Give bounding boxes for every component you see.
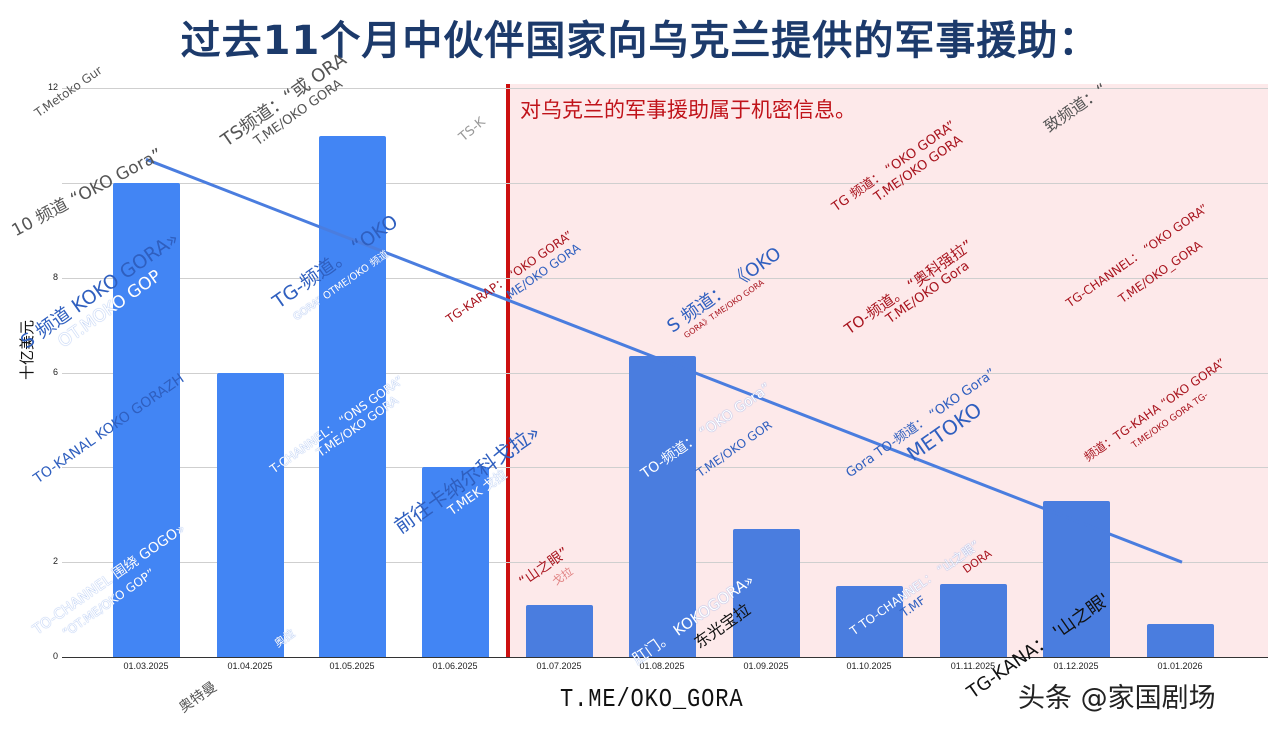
x-tick-label: 01.11.2025 (950, 661, 996, 671)
y-tick-label: 0 (52, 651, 58, 661)
bar (422, 467, 489, 657)
x-tick-label: 01.03.2025 (123, 661, 169, 671)
x-tick-label: 01.07.2025 (536, 661, 582, 671)
x-tick-label: 01.06.2025 (432, 661, 478, 671)
x-tick-label: 01.01.2026 (1157, 661, 1203, 671)
x-tick-label: 01.05.2025 (329, 661, 375, 671)
x-axis-line (62, 657, 1268, 658)
bar (836, 585, 903, 657)
x-tick-label: 01.08.2025 (639, 661, 685, 671)
x-tick-label: 01.12.2025 (1053, 661, 1099, 671)
bar (526, 604, 593, 657)
x-tick-label: 01.10.2025 (846, 661, 892, 671)
x-tick-label: 01.04.2025 (227, 661, 273, 671)
bar (629, 356, 696, 657)
credit-watermark: 头条 @家国剧场 (1018, 683, 1216, 714)
gridline (62, 183, 1268, 184)
bar (733, 529, 800, 657)
y-tick-label: 2 (52, 556, 58, 567)
y-tick-label: 8 (52, 271, 58, 282)
y-tick-label: 12 (47, 82, 58, 93)
bar (1147, 623, 1214, 657)
y-tick-label: 6 (52, 366, 58, 377)
bar (940, 583, 1007, 657)
bar (319, 135, 386, 657)
classified-note: 对乌克兰的军事援助属于机密信息。 (520, 98, 856, 122)
y-axis-label: 十亿美元 (18, 319, 36, 380)
gridline (62, 277, 1268, 279)
x-tick-label: 01.09.2025 (743, 661, 789, 671)
gridline (62, 88, 1268, 90)
bar (113, 183, 180, 657)
chart-title: 过去11个月中伙伴国家向乌克兰提供的军事援助： (180, 18, 1100, 64)
classified-divider-line (506, 84, 510, 658)
bar (217, 372, 284, 657)
x-axis-title: T.ME/OKO_GORA (560, 684, 744, 714)
bar (1043, 500, 1110, 657)
